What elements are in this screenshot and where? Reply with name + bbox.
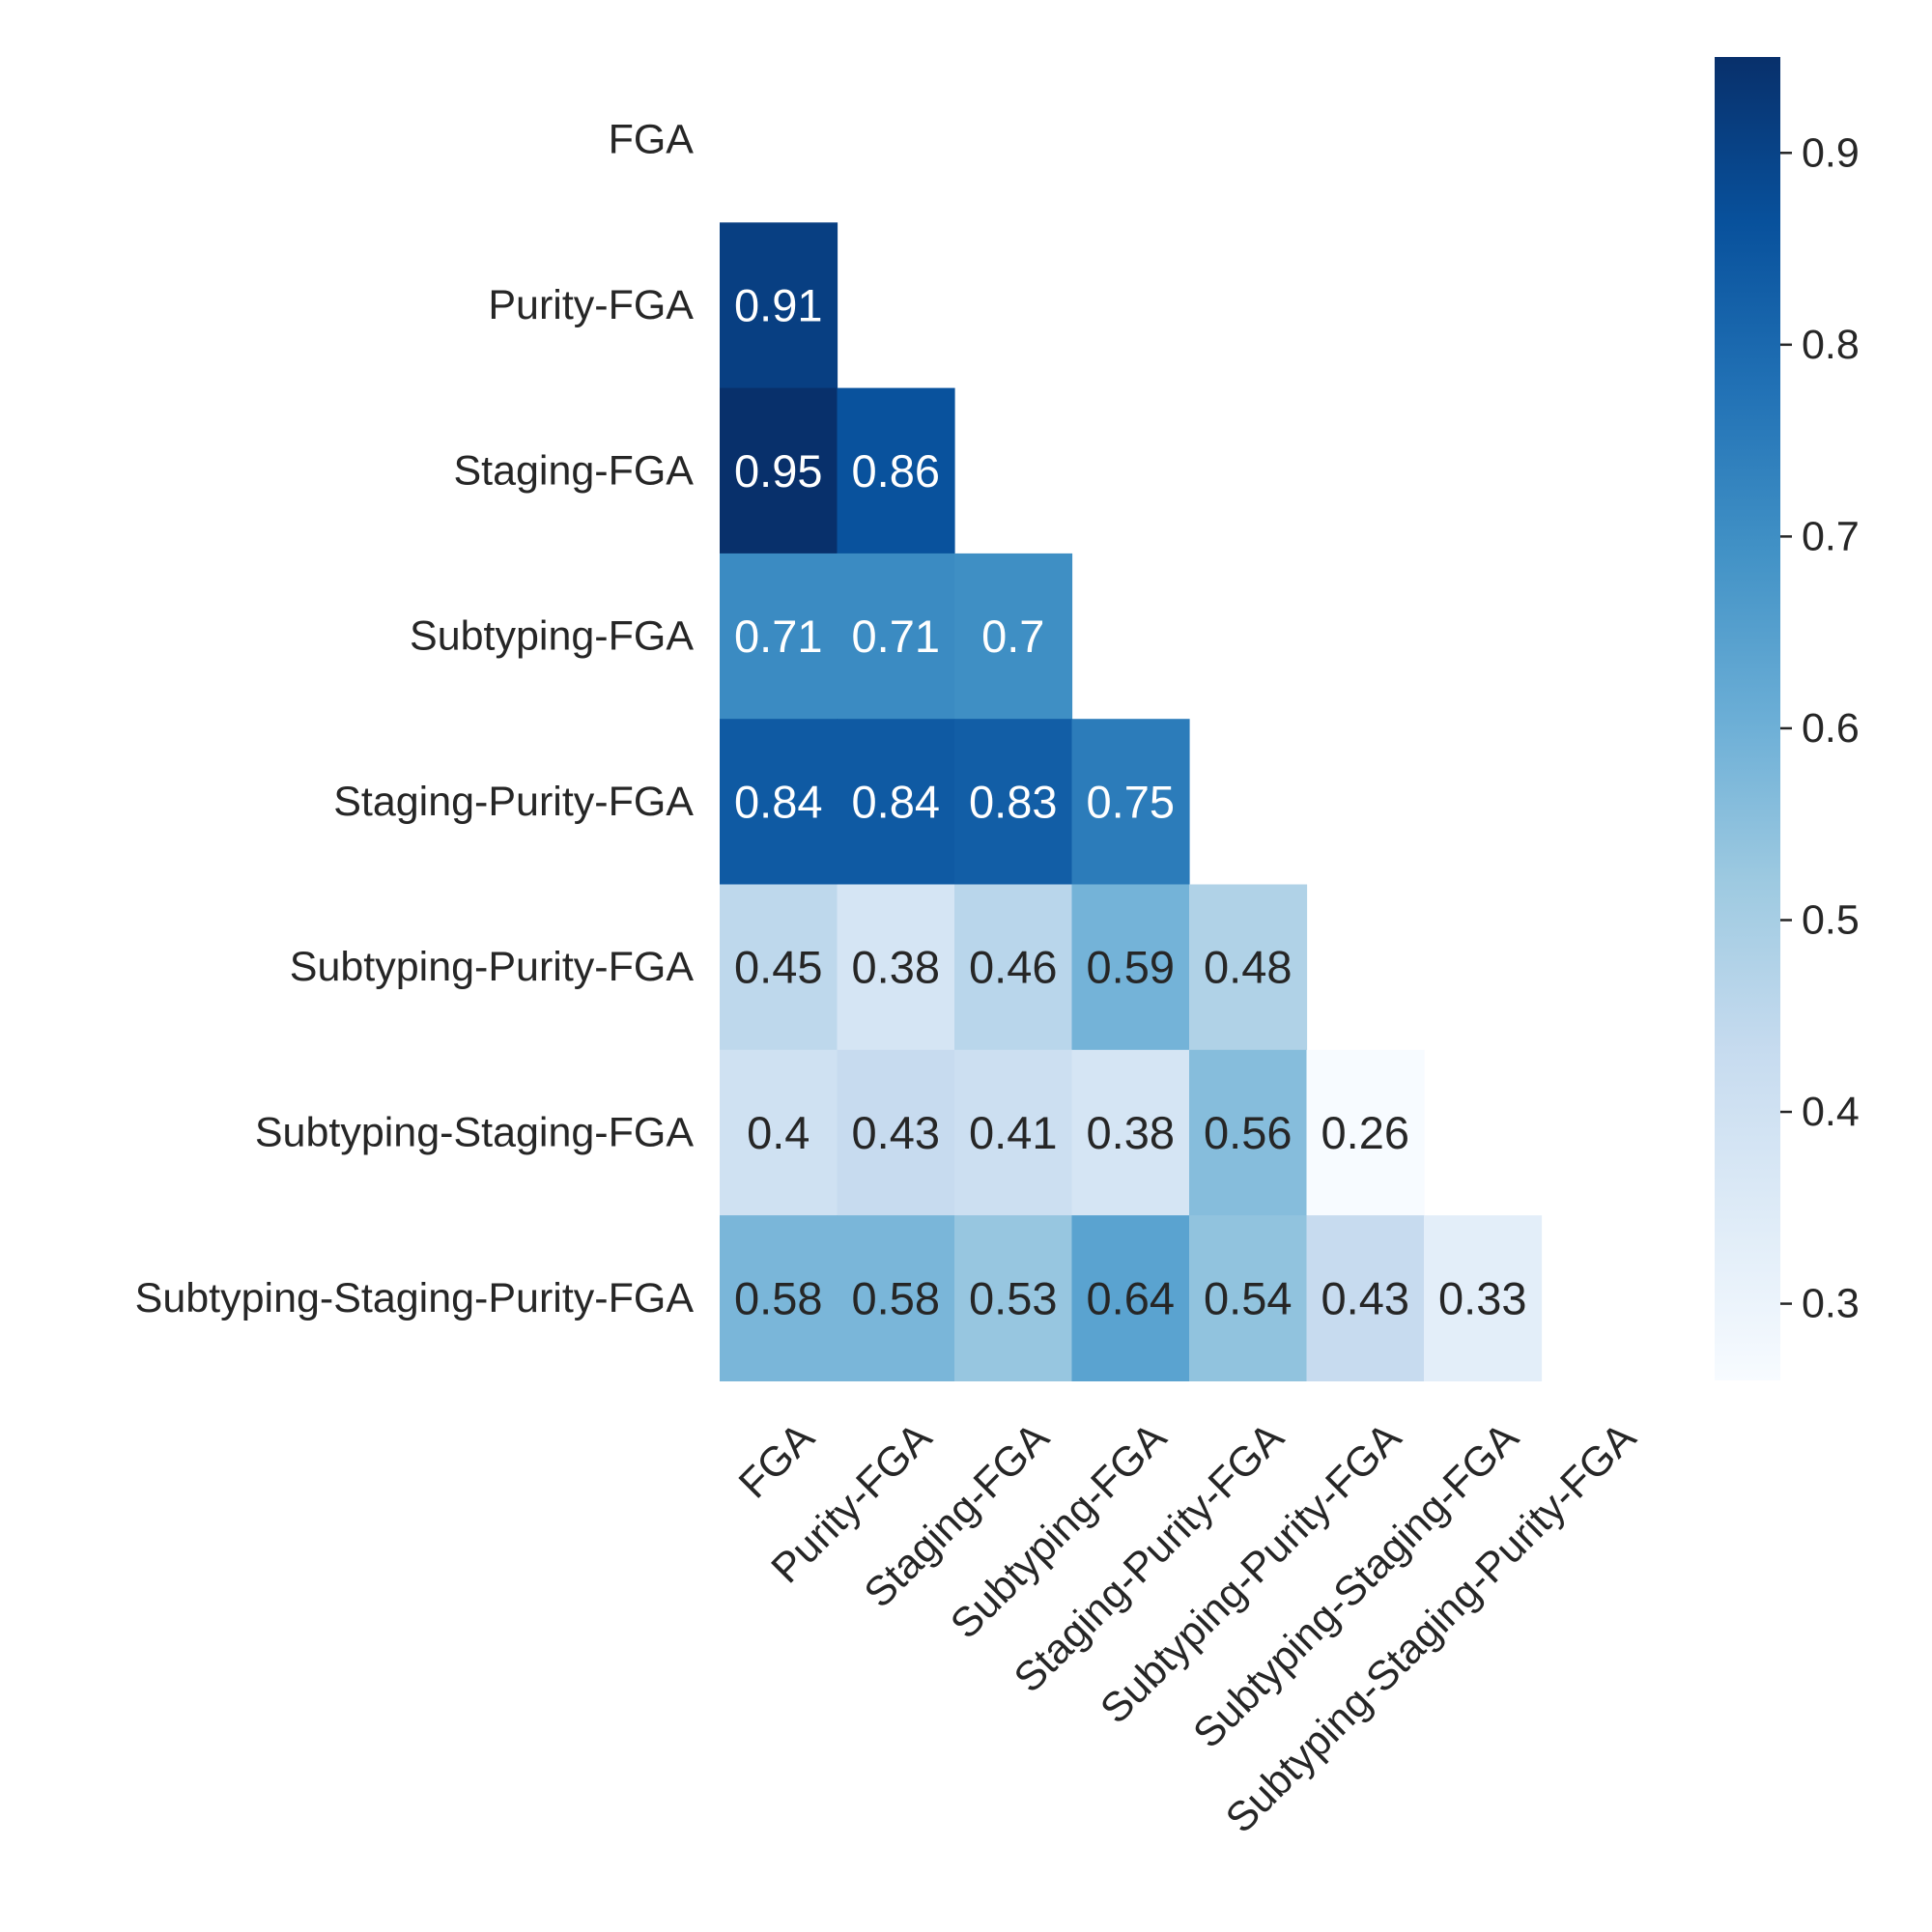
- heatmap-cell: [954, 1215, 1073, 1381]
- heatmap-cell: [1424, 1215, 1543, 1381]
- cell-value-label: 0.33: [1438, 1272, 1526, 1323]
- colorbar-tick-label: 0.4: [1802, 1089, 1860, 1135]
- cell-value-label: 0.38: [852, 942, 940, 993]
- cell-value-label: 0.64: [1087, 1272, 1175, 1323]
- heatmap-cell: [1189, 1049, 1308, 1216]
- heatmap-cell: [720, 222, 838, 389]
- row-tick-label: Subtyping-Staging-Purity-FGA: [135, 1275, 695, 1321]
- cell-value-label: 0.84: [734, 776, 822, 827]
- cell-value-label: 0.41: [969, 1107, 1057, 1158]
- cell-value-label: 0.71: [734, 611, 822, 662]
- heatmap-cell: [954, 719, 1073, 886]
- cell-value-label: 0.84: [852, 776, 940, 827]
- cell-value-label: 0.26: [1321, 1107, 1409, 1158]
- row-tick-labels: FGA Purity-FGA Staging-FGA Subtyping-FGA Sta…: [135, 117, 695, 1321]
- heatmap-cell: [1071, 719, 1190, 886]
- heatmap-cells: [720, 222, 1543, 1381]
- heatmap-cell: [837, 553, 955, 720]
- heatmap-cell: [954, 884, 1073, 1051]
- cell-value-label: 0.91: [734, 279, 822, 330]
- cell-value-label: 0.71: [852, 611, 940, 662]
- heatmap-cell: [954, 553, 1073, 720]
- heatmap-cell: [1306, 1049, 1425, 1216]
- heatmap-cell: [837, 719, 955, 886]
- heatmap-cell: [720, 1049, 838, 1216]
- cell-value-label: 0.86: [852, 445, 940, 497]
- cell-value-labels: 0.91 0.95 0.86 0.71 0.71 0.7 0.84 0.84 0.83 0.75 0…: [734, 279, 1526, 1323]
- row-tick-label: Subtyping-Purity-FGA: [290, 944, 695, 990]
- colorbar-tick-label: 0.5: [1802, 896, 1860, 943]
- heatmap-cell: [720, 1215, 838, 1381]
- cell-value-label: 0.46: [969, 942, 1057, 993]
- row-tick-label: Subtyping-FGA: [410, 613, 694, 660]
- column-tick-label: Subtyping-FGA: [942, 1414, 1176, 1648]
- row-tick-label: Subtyping-Staging-FGA: [255, 1109, 694, 1155]
- colorbar: 0.3 0.4 0.5 0.6 0.7 0.8 0.9: [1715, 57, 1860, 1380]
- row-tick-label: Staging-Purity-FGA: [333, 779, 694, 825]
- colorbar-tick-label: 0.7: [1802, 513, 1860, 559]
- column-tick-labels: FGAPurity-FGAStaging-FGASubtyping-FGASta…: [730, 1414, 1645, 1842]
- colorbar-tick-label: 0.3: [1802, 1281, 1860, 1327]
- cell-value-label: 0.83: [969, 776, 1057, 827]
- column-tick-label: FGA: [730, 1414, 824, 1508]
- heatmap-cell: [837, 1215, 955, 1381]
- cell-value-label: 0.56: [1204, 1107, 1292, 1158]
- heatmap-cell: [720, 553, 838, 720]
- heatmap-cell: [720, 387, 838, 554]
- heatmap-cell: [1306, 1215, 1425, 1381]
- heatmap-cell: [837, 387, 955, 554]
- cell-value-label: 0.95: [734, 445, 822, 497]
- cell-value-label: 0.43: [852, 1107, 940, 1158]
- cell-value-label: 0.58: [852, 1272, 940, 1323]
- row-tick-label: Staging-FGA: [453, 447, 694, 494]
- heatmap-cell: [720, 884, 838, 1051]
- heatmap-cell: [1189, 1215, 1308, 1381]
- heatmap-cell: [954, 1049, 1073, 1216]
- cell-value-label: 0.54: [1204, 1272, 1292, 1323]
- cell-value-label: 0.45: [734, 942, 822, 993]
- heatmap-cell: [837, 1049, 955, 1216]
- cell-value-label: 0.48: [1204, 942, 1292, 993]
- heatmap-cell: [1189, 884, 1308, 1051]
- cell-value-label: 0.43: [1321, 1272, 1409, 1323]
- heatmap-cell: [1071, 884, 1190, 1051]
- row-tick-label: FGA: [609, 117, 695, 163]
- heatmap-cell: [720, 719, 838, 886]
- cell-value-label: 0.75: [1087, 776, 1175, 827]
- colorbar-gradient: [1715, 57, 1780, 1380]
- cell-value-label: 0.53: [969, 1272, 1057, 1323]
- colorbar-tick-label: 0.8: [1802, 322, 1860, 368]
- colorbar-tick-label: 0.9: [1802, 129, 1860, 176]
- colorbar-tick-label: 0.6: [1802, 705, 1860, 752]
- heatmap-cell: [1071, 1049, 1190, 1216]
- heatmap-cell: [837, 884, 955, 1051]
- cell-value-label: 0.7: [981, 611, 1044, 662]
- row-tick-label: Purity-FGA: [488, 282, 694, 328]
- cell-value-label: 0.38: [1087, 1107, 1175, 1158]
- heatmap-cell: [1071, 1215, 1190, 1381]
- cell-value-label: 0.58: [734, 1272, 822, 1323]
- cell-value-label: 0.4: [747, 1107, 810, 1158]
- cell-value-label: 0.59: [1087, 942, 1175, 993]
